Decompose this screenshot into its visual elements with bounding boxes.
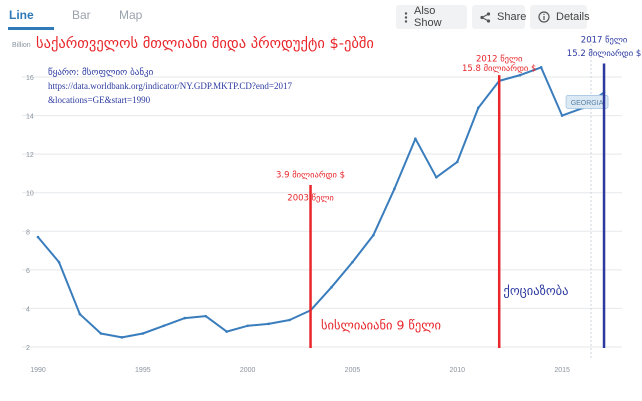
y-tick-label: 14: [26, 114, 34, 121]
y-axis-unit: Billion: [12, 42, 31, 49]
data-point: [162, 324, 166, 328]
details-label: Details: [556, 11, 590, 23]
info-icon: [538, 11, 550, 23]
data-point: [393, 187, 396, 191]
series-line: [37, 66, 605, 339]
series-label-box: [565, 95, 609, 109]
annotation-label: 2003 წელი: [287, 192, 334, 203]
y-tick-label: 6: [26, 268, 30, 275]
y-tick-label: 10: [26, 191, 34, 198]
data-point: [288, 318, 291, 322]
details-button[interactable]: Details: [530, 5, 590, 29]
tab-line[interactable]: Line: [9, 8, 34, 22]
series-layer: GEORGIA: [36, 66, 609, 339]
data-point: [246, 324, 249, 328]
data-point: [414, 137, 417, 141]
annotation-label: 15.2 მილიარდი $: [567, 48, 641, 59]
x-tick-label: 2005: [345, 367, 361, 374]
period-label: ქოციაზობა: [503, 283, 568, 298]
share-label: Share: [497, 11, 527, 23]
share-button[interactable]: Share: [472, 5, 527, 29]
y-tick-label: 2: [26, 345, 30, 352]
source-url: https://data.worldbank.org/indicator/NY.…: [48, 81, 292, 91]
y-tick-label: 4: [26, 306, 30, 313]
y-tick-label: 12: [26, 152, 34, 159]
grid-lines: [22, 36, 622, 360]
data-point: [560, 114, 564, 117]
source-params: &locations=GE&start=1990: [48, 95, 151, 105]
x-tick-label: 1995: [135, 367, 151, 374]
x-tick-label: 2010: [449, 367, 465, 374]
series-label: GEORGIA: [571, 100, 604, 107]
data-point: [120, 336, 124, 339]
data-point: [204, 314, 208, 318]
data-point: [183, 316, 187, 320]
annotation-label: 3.9 მილიარდი $: [276, 169, 345, 180]
data-point: [225, 330, 228, 333]
share-icon: [480, 11, 491, 23]
annotation-label: 2017 წელი: [581, 34, 628, 45]
data-point: [455, 160, 459, 164]
data-point: [330, 285, 333, 289]
annotation-label: 15.8 მილიარდი $: [462, 63, 536, 74]
data-point: [36, 235, 40, 239]
more-vertical-icon: [404, 11, 408, 23]
annotation-label: 2012 წელი: [476, 54, 523, 65]
source-label: წყარო: მსოფლიო ბანკი: [48, 67, 154, 78]
y-tick-label: 16: [26, 75, 34, 82]
also-show-button[interactable]: Also Show: [396, 5, 467, 29]
also-show-label: Also Show: [414, 5, 442, 29]
data-point: [57, 260, 61, 264]
chart-toolbar: Line Bar Map Also Show Share Details: [0, 0, 642, 34]
data-point: [539, 66, 543, 69]
tab-map[interactable]: Map: [119, 8, 143, 22]
data-point: [351, 260, 354, 264]
data-point: [99, 332, 103, 335]
y-tick-label: 8: [26, 229, 30, 236]
data-point: [476, 106, 480, 110]
data-point: [267, 322, 270, 326]
tick-labels: 2 4 6 8 10 12 14 16 1990 1995 2000 2005 2010 2015: [26, 75, 570, 374]
x-tick-label: 2000: [240, 367, 256, 374]
x-tick-label: 1990: [30, 367, 46, 374]
data-point: [435, 175, 438, 179]
x-tick-label: 2015: [554, 367, 570, 374]
data-point: [141, 332, 145, 335]
data-point: [78, 312, 82, 316]
period-label: სისლიაიანი 9 წელი: [321, 318, 441, 333]
data-point: [518, 73, 522, 77]
data-point: [372, 233, 375, 237]
tab-bar[interactable]: Bar: [72, 8, 91, 22]
chart-title: საქართველოს მთლიანი შიდა პროდუქტი $-ებში: [36, 35, 374, 52]
active-tab-indicator: [8, 27, 54, 30]
